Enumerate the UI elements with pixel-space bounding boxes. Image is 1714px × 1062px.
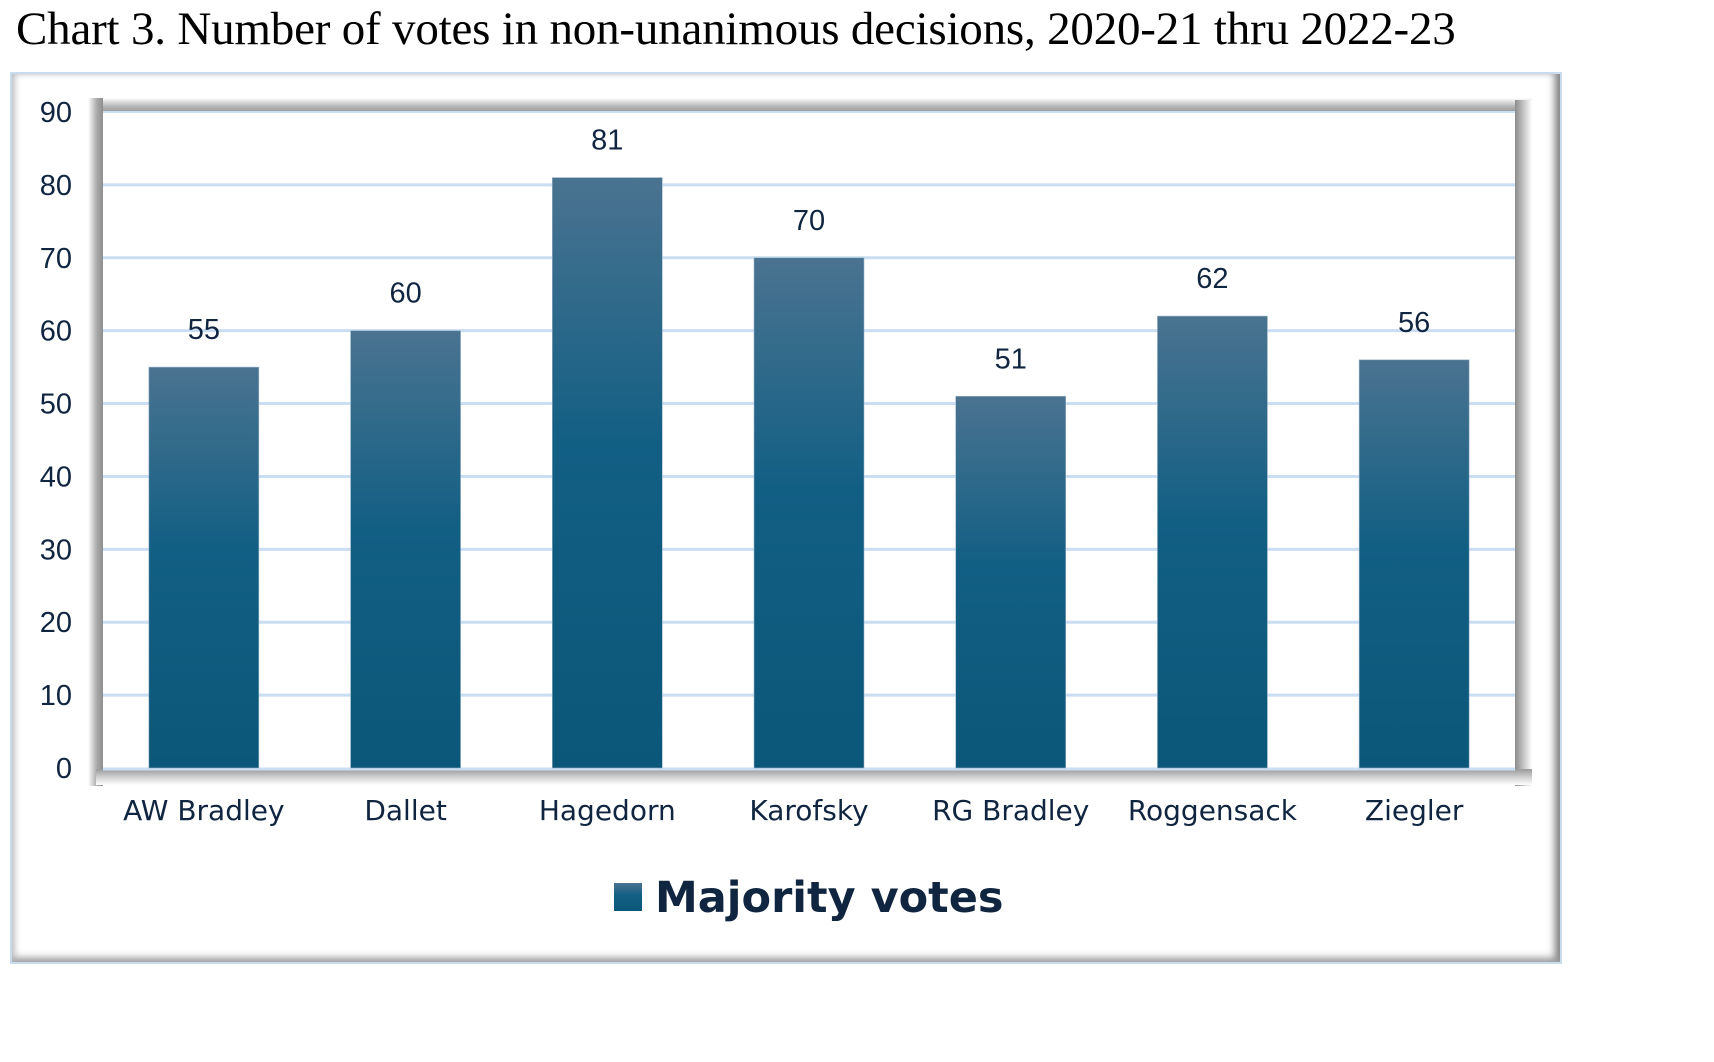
bars bbox=[148, 177, 1470, 769]
y-tick-label: 50 bbox=[40, 389, 72, 421]
chart-title: Chart 3. Number of votes in non-unanimou… bbox=[16, 3, 1456, 55]
bar bbox=[1358, 359, 1470, 769]
y-tick-label: 90 bbox=[40, 97, 72, 129]
y-tick-label: 60 bbox=[40, 316, 72, 348]
y-tick-label: 0 bbox=[56, 753, 72, 785]
plot-bevel-left bbox=[88, 98, 103, 786]
legend-swatch bbox=[614, 883, 642, 911]
data-label: 55 bbox=[188, 314, 220, 346]
x-tick-label: RG Bradley bbox=[932, 794, 1089, 827]
bar bbox=[753, 257, 865, 769]
data-label: 62 bbox=[1196, 263, 1228, 295]
y-tick-label: 80 bbox=[40, 170, 72, 202]
y-tick-label: 70 bbox=[40, 243, 72, 275]
y-tick-label: 40 bbox=[40, 461, 72, 493]
x-tick-label: Roggensack bbox=[1128, 794, 1298, 827]
plot-bevel-right bbox=[1515, 100, 1532, 786]
legend: Majority votes bbox=[614, 873, 1003, 923]
data-labels: 55 60 81 70 51 62 56 bbox=[188, 125, 1431, 376]
data-label: 70 bbox=[793, 205, 825, 237]
bar bbox=[551, 177, 663, 769]
bar bbox=[350, 330, 461, 769]
x-tick-label: Hagedorn bbox=[539, 794, 676, 827]
bar bbox=[955, 395, 1067, 769]
x-tick-label: Ziegler bbox=[1365, 794, 1464, 827]
y-axis: 0 10 20 30 40 50 60 70 80 90 bbox=[40, 97, 72, 785]
data-label: 56 bbox=[1398, 307, 1430, 339]
legend-label: Majority votes bbox=[655, 873, 1003, 923]
y-tick-label: 20 bbox=[40, 607, 72, 639]
x-tick-label: Dallet bbox=[364, 794, 447, 827]
plot-bevel-top bbox=[88, 98, 1532, 112]
y-tick-label: 30 bbox=[40, 534, 72, 566]
bar bbox=[148, 366, 260, 769]
data-label: 60 bbox=[389, 278, 421, 310]
data-label: 81 bbox=[591, 125, 623, 157]
plot-bevel-bottom bbox=[96, 769, 1532, 785]
x-tick-label: AW Bradley bbox=[123, 794, 284, 827]
bar bbox=[1157, 315, 1268, 769]
x-tick-label: Karofsky bbox=[749, 794, 868, 827]
data-label: 51 bbox=[995, 343, 1027, 375]
x-axis: AW Bradley Dallet Hagedorn Karofsky RG Bradl… bbox=[123, 794, 1464, 827]
y-tick-label: 10 bbox=[40, 680, 72, 712]
